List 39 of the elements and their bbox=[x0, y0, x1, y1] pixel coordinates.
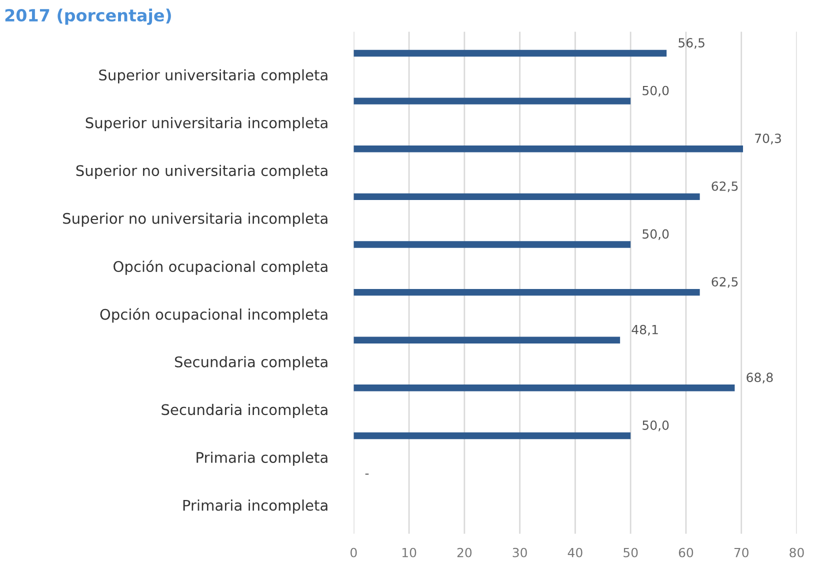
y-tick-label: Superior no universitaria incompleta bbox=[63, 212, 328, 227]
x-tick-label: 20 bbox=[457, 548, 472, 558]
bar bbox=[354, 432, 631, 440]
x-tick-label: 50 bbox=[624, 548, 638, 558]
y-tick-label: Superior no universitaria completa bbox=[76, 164, 328, 179]
bar bbox=[354, 50, 667, 57]
y-tick-label: Primaria completa bbox=[196, 452, 328, 466]
x-tick-label: 40 bbox=[568, 548, 582, 558]
x-tick-label: 0 bbox=[350, 548, 357, 558]
y-tick-label: Superior universitaria incompleta bbox=[86, 117, 328, 132]
y-tick-label: Primaria incompleta bbox=[183, 500, 328, 514]
x-tick-label: 30 bbox=[512, 548, 527, 558]
bar bbox=[354, 98, 631, 104]
data-label: 50,0 bbox=[642, 420, 669, 432]
bar bbox=[354, 288, 700, 296]
x-tick-label: 70 bbox=[734, 548, 748, 558]
data-label: 62,5 bbox=[712, 277, 738, 288]
y-tick-label: Superior universitaria completa bbox=[99, 69, 328, 84]
x-tick-label: 80 bbox=[790, 548, 804, 558]
bar bbox=[354, 336, 620, 344]
text: 2017 (porcentaje) bbox=[5, 8, 171, 25]
data-label: 56,5 bbox=[678, 38, 704, 49]
data-label: 62,5 bbox=[712, 181, 738, 192]
data-label: 70,3 bbox=[755, 134, 781, 144]
data-label: 50,0 bbox=[642, 86, 669, 97]
data-label: 48,1 bbox=[632, 324, 658, 336]
y-tick-label: Opción ocupacional incompleta bbox=[100, 308, 328, 323]
x-tick-label: 10 bbox=[402, 548, 416, 558]
bar bbox=[354, 193, 700, 200]
x-tick-label: 60 bbox=[678, 548, 694, 558]
bar bbox=[354, 146, 744, 152]
data-label: 50,0 bbox=[642, 229, 669, 240]
bar bbox=[354, 241, 631, 248]
text: - bbox=[365, 474, 369, 475]
bar bbox=[354, 384, 735, 392]
y-tick-label: Secundaria completa bbox=[174, 356, 328, 370]
data-label: 68,8 bbox=[746, 372, 773, 384]
y-tick-label: Secundaria incompleta bbox=[162, 404, 328, 418]
y-tick-label: Opción ocupacional completa bbox=[114, 260, 328, 275]
